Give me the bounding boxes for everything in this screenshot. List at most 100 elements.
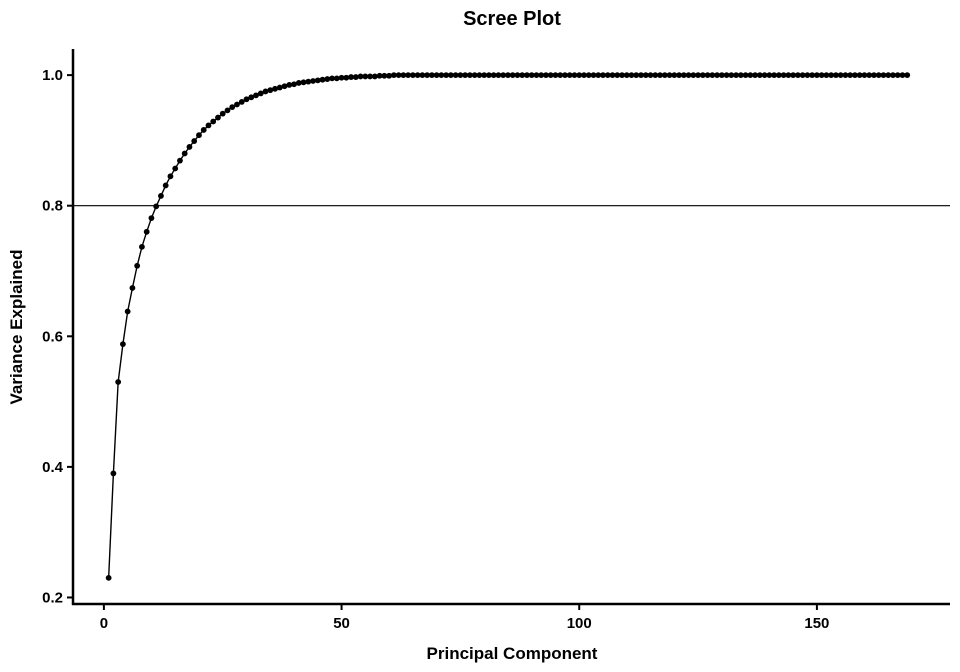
data-point: [305, 78, 312, 85]
data-point: [875, 72, 882, 79]
data-point: [657, 72, 663, 79]
data-point: [229, 104, 236, 111]
data-point: [794, 72, 801, 79]
data-point: [847, 72, 854, 79]
x-tick-label: 50: [333, 615, 350, 632]
data-point: [210, 118, 217, 125]
data-point: [300, 79, 307, 86]
data-point: [514, 72, 521, 79]
data-point: [747, 72, 754, 79]
data-point: [671, 72, 678, 79]
data-point: [571, 72, 578, 79]
data-point: [343, 74, 350, 81]
data-point: [837, 72, 844, 79]
data-point: [177, 157, 183, 164]
data-point: [509, 72, 516, 79]
data-point: [443, 72, 450, 79]
data-point: [438, 72, 445, 79]
data-point: [614, 72, 621, 79]
data-point: [524, 72, 530, 79]
data-point: [695, 72, 701, 79]
data-point: [833, 72, 839, 79]
data-point: [191, 138, 198, 144]
data-point: [253, 92, 259, 99]
data-point: [576, 72, 583, 79]
data-point: [424, 72, 431, 79]
x-tick-label: 0: [100, 615, 108, 632]
data-point: [134, 262, 141, 269]
data-point: [866, 72, 873, 79]
data-point: [447, 72, 454, 79]
data-point: [124, 308, 131, 315]
series-line: [107, 74, 908, 578]
data-point: [652, 72, 659, 79]
y-tick-label: 0.2: [42, 589, 63, 606]
data-point: [619, 72, 625, 79]
data-point: [771, 72, 778, 79]
y-tick-label: 0.6: [42, 328, 63, 345]
data-point: [148, 215, 155, 222]
data-point: [543, 72, 549, 79]
data-point: [395, 72, 402, 79]
data-point: [676, 72, 682, 79]
data-point: [581, 72, 587, 79]
data-point: [894, 72, 901, 79]
data-point: [500, 72, 507, 79]
data-point: [538, 72, 545, 79]
y-tick-label: 0.8: [42, 198, 63, 215]
data-point: [856, 72, 863, 79]
data-point: [638, 72, 644, 79]
data-point: [158, 193, 164, 199]
data-point: [110, 470, 117, 477]
data-point: [419, 72, 426, 79]
data-point: [737, 72, 744, 79]
data-point: [842, 72, 849, 79]
x-tick-label: 150: [804, 615, 829, 632]
data-point: [281, 83, 288, 90]
data-point: [386, 72, 392, 79]
data-point: [238, 98, 245, 105]
data-point: [414, 72, 421, 79]
data-point: [566, 72, 573, 79]
data-point: [690, 72, 697, 79]
x-axis-label: Principal Component: [427, 644, 598, 663]
data-point: [371, 73, 378, 80]
data-point: [457, 72, 464, 79]
data-point: [804, 72, 811, 79]
data-point: [775, 72, 782, 79]
data-point: [433, 72, 440, 79]
data-point: [352, 74, 359, 80]
data-point: [267, 87, 274, 94]
data-point: [495, 72, 502, 79]
data-point: [295, 80, 302, 86]
data-point: [519, 72, 526, 79]
data-point: [704, 72, 711, 79]
data-point: [486, 72, 492, 79]
data-point: [481, 72, 488, 79]
data-point: [357, 73, 364, 80]
data-point: [248, 94, 255, 101]
data-point: [790, 72, 797, 79]
data-point: [471, 72, 478, 79]
data-point: [162, 182, 169, 189]
data-point: [243, 96, 250, 103]
data-point: [828, 72, 835, 79]
plot-area: 0.2 0.4 0.6 0.8 1.0 0 50 100 150: [42, 49, 950, 632]
data-point: [120, 341, 126, 348]
data-point: [376, 72, 383, 79]
data-point: [880, 72, 887, 79]
data-point: [642, 72, 649, 79]
data-point: [600, 72, 606, 79]
data-point: [505, 72, 511, 79]
data-point: [547, 72, 554, 79]
data-point: [585, 72, 592, 79]
data-point: [215, 114, 221, 121]
data-point: [153, 203, 160, 210]
data-point: [405, 72, 412, 79]
data-point: [314, 77, 321, 84]
data-point: [742, 72, 749, 79]
data-point: [400, 72, 407, 79]
data-point: [633, 72, 640, 79]
